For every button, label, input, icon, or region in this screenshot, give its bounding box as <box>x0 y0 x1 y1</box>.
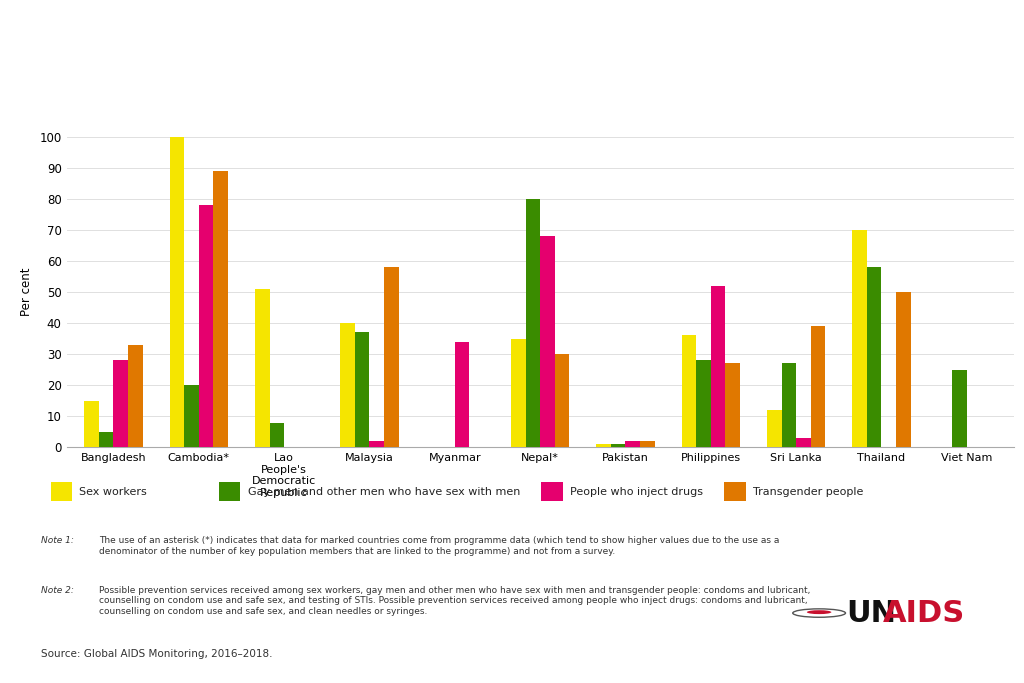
Bar <box>725 363 739 447</box>
Circle shape <box>807 610 831 614</box>
Bar <box>170 137 184 447</box>
FancyBboxPatch shape <box>542 482 562 501</box>
Bar <box>896 292 910 447</box>
Bar <box>781 363 796 447</box>
Bar <box>455 342 469 447</box>
Bar <box>867 267 882 447</box>
Text: Transgender people: Transgender people <box>754 486 863 497</box>
Bar <box>696 361 711 447</box>
Bar <box>184 385 199 447</box>
Bar <box>640 441 654 447</box>
Bar <box>340 323 355 447</box>
Y-axis label: Per cent: Per cent <box>19 268 33 316</box>
Bar <box>555 354 569 447</box>
Bar <box>269 423 284 447</box>
Bar <box>128 345 142 447</box>
Bar <box>370 441 384 447</box>
Bar <box>611 444 626 447</box>
Bar <box>767 410 781 447</box>
Bar <box>796 438 811 447</box>
Bar <box>213 171 227 447</box>
Bar <box>711 285 725 447</box>
Text: People who inject drugs: People who inject drugs <box>570 486 703 497</box>
Text: Note 1:: Note 1: <box>41 536 74 546</box>
Bar <box>540 236 555 447</box>
Bar <box>682 335 696 447</box>
FancyBboxPatch shape <box>50 482 72 501</box>
Bar <box>384 267 398 447</box>
FancyBboxPatch shape <box>724 482 745 501</box>
FancyBboxPatch shape <box>219 482 241 501</box>
Text: Sex workers: Sex workers <box>80 486 147 497</box>
Text: Percentage of key populations who reported receiving at least two prevention: Percentage of key populations who report… <box>18 23 970 42</box>
Bar <box>596 444 611 447</box>
Bar <box>852 229 867 447</box>
Bar <box>85 401 99 447</box>
Bar <box>525 199 540 447</box>
Text: Gay men and other men who have sex with men: Gay men and other men who have sex with … <box>248 486 520 497</box>
Text: UN: UN <box>847 598 896 628</box>
Text: AIDS: AIDS <box>883 598 966 628</box>
Bar <box>626 441 640 447</box>
Bar <box>355 333 370 447</box>
Text: Possible prevention services received among sex workers, gay men and other men w: Possible prevention services received am… <box>99 586 811 616</box>
Text: services in the past three months, Asia and the Pacific, 2016–2018: services in the past three months, Asia … <box>18 77 826 97</box>
Text: Source: Global AIDS Monitoring, 2016–2018.: Source: Global AIDS Monitoring, 2016–201… <box>41 649 272 659</box>
Bar <box>255 289 269 447</box>
Bar <box>952 370 967 447</box>
Bar <box>199 205 213 447</box>
Bar <box>811 326 825 447</box>
Bar <box>99 432 114 447</box>
Bar <box>511 339 525 447</box>
Bar <box>114 361 128 447</box>
Text: The use of an asterisk (*) indicates that data for marked countries come from pr: The use of an asterisk (*) indicates tha… <box>99 536 779 556</box>
Text: Note 2:: Note 2: <box>41 586 74 595</box>
